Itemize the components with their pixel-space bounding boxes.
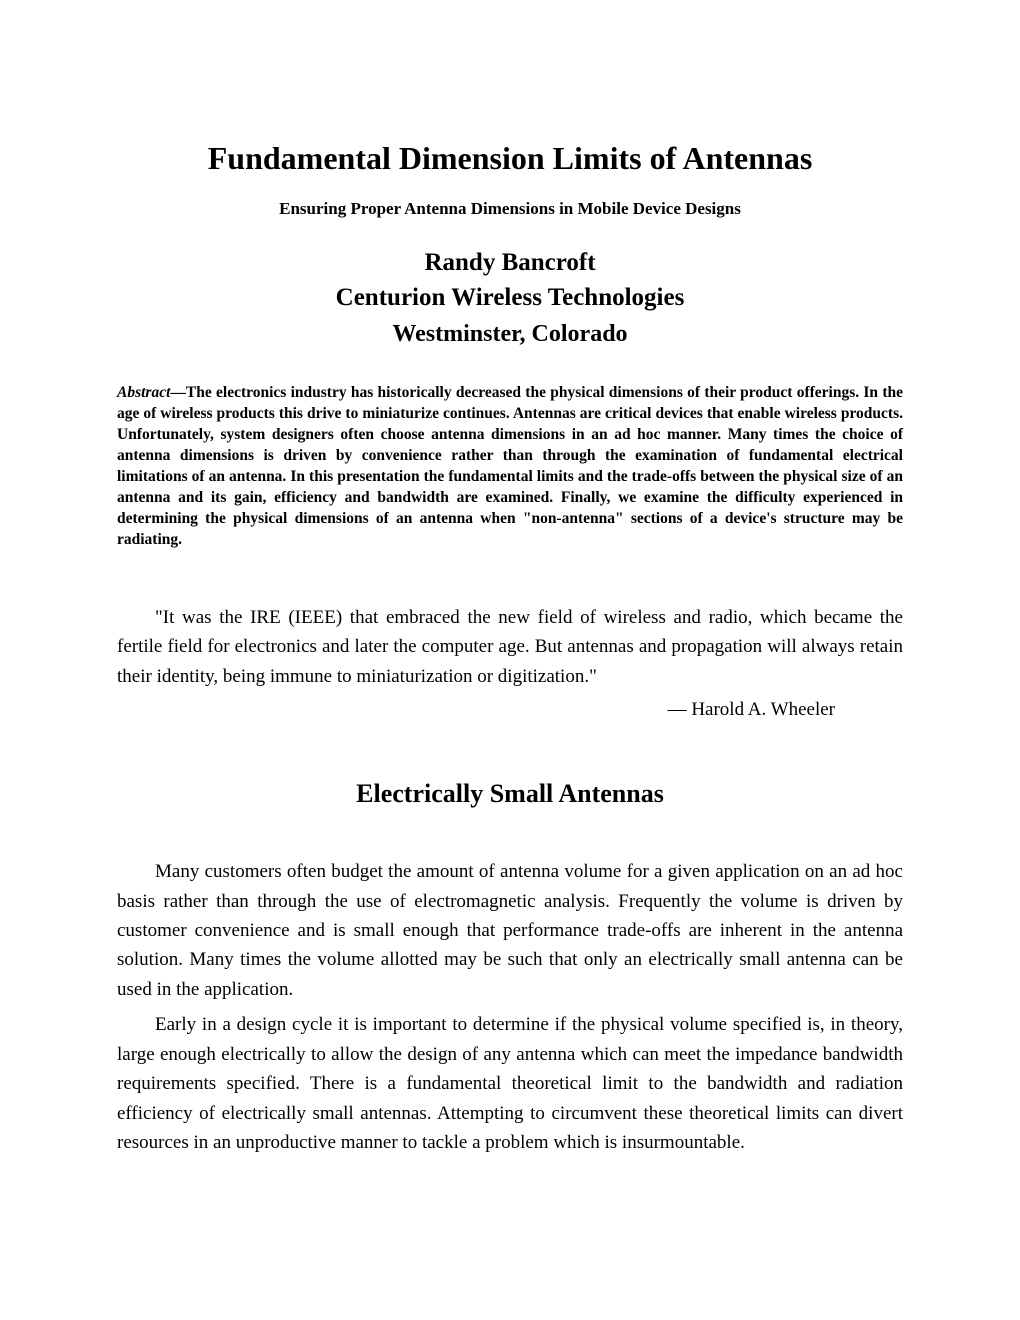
- abstract-text: —The electronics industry has historical…: [117, 384, 903, 547]
- body-paragraph-1: Many customers often budget the amount o…: [115, 857, 905, 1004]
- body-paragraph-2: Early in a design cycle it is important …: [115, 1010, 905, 1157]
- affiliation: Centurion Wireless Technologies: [115, 280, 905, 315]
- abstract-label: Abstract: [117, 384, 170, 401]
- author-name: Randy Bancroft: [115, 245, 905, 280]
- document-page: Fundamental Dimension Limits of Antennas…: [0, 0, 1020, 1320]
- abstract: Abstract—The electronics industry has hi…: [115, 383, 905, 550]
- paper-subtitle: Ensuring Proper Antenna Dimensions in Mo…: [115, 199, 905, 219]
- author-block: Randy Bancroft Centurion Wireless Techno…: [115, 245, 905, 353]
- epigraph-quote: "It was the IRE (IEEE) that embraced the…: [115, 603, 905, 691]
- section-heading: Electrically Small Antennas: [115, 779, 905, 809]
- epigraph-attribution: — Harold A. Wheeler: [115, 699, 905, 721]
- location: Westminster, Colorado: [115, 315, 905, 353]
- paper-title: Fundamental Dimension Limits of Antennas: [115, 140, 905, 177]
